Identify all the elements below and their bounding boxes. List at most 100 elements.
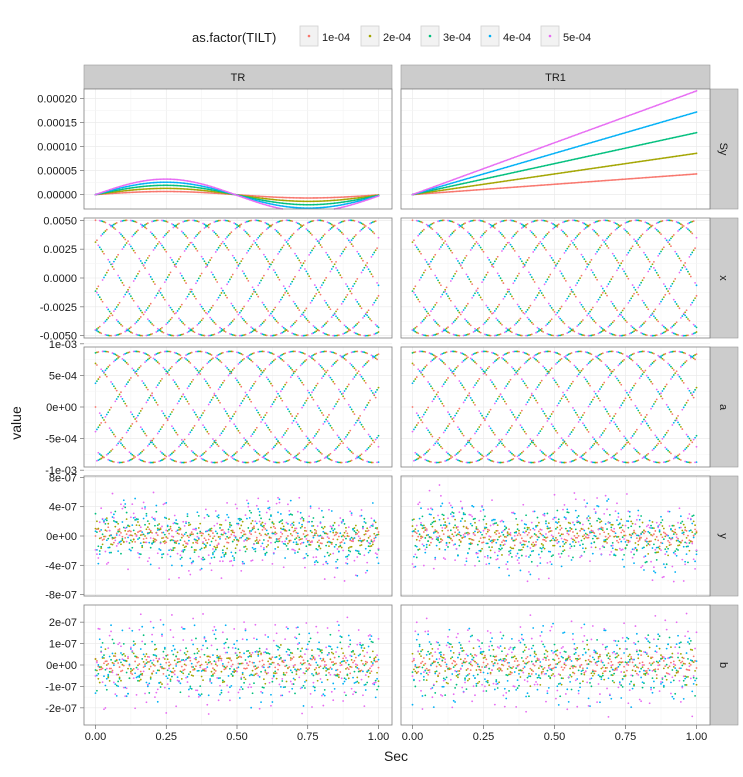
data-point [170,454,172,456]
data-point [524,225,526,227]
data-point [121,235,123,237]
data-point [618,226,620,228]
data-point [679,229,681,231]
data-point [324,421,326,423]
data-point [511,246,513,248]
data-point [141,408,143,410]
data-point [369,399,371,401]
data-point [146,335,148,337]
data-point [349,430,351,432]
data-point [277,232,279,234]
data-point [136,417,138,419]
data-point [119,441,121,443]
data-point [202,318,204,320]
data-point [456,270,458,272]
data-point [188,403,190,405]
data-point [696,326,698,328]
legend-label: 5e-04 [563,32,591,44]
data-point [170,307,172,309]
data-point [518,306,520,308]
data-point [264,222,266,224]
data-point [201,306,203,308]
data-point [376,359,378,361]
data-point [476,329,478,331]
data-point [549,305,551,307]
data-point [305,308,307,310]
data-point [185,444,187,446]
data-point [606,295,608,297]
data-point [143,225,145,227]
data-point [181,304,183,306]
data-point [150,322,152,324]
data-point [376,437,378,439]
data-point [242,400,244,402]
data-point [263,370,265,372]
data-point [195,414,197,416]
data-point [372,276,374,278]
data-point [221,328,223,330]
data-point [639,284,641,286]
data-point [213,393,215,395]
data-point [313,325,315,327]
data-point [172,311,174,313]
data-point [259,248,261,250]
data-point [270,335,272,337]
data-point [147,359,149,361]
data-point [102,417,104,419]
data-point [554,267,556,269]
data-point [355,374,357,376]
data-point [576,325,578,327]
data-point [676,253,678,255]
data-point [199,304,201,306]
data-point [260,234,262,236]
data-point [124,447,126,449]
data-point [422,320,424,322]
data-point [102,370,104,372]
data-point [652,225,654,227]
data-point [175,383,177,385]
data-point [556,263,558,265]
data-point [373,252,375,254]
data-point [642,279,644,281]
data-point [359,255,361,257]
data-point [429,314,431,316]
data-point [315,385,317,387]
data-point [290,413,292,415]
data-point [441,239,443,241]
data-point [174,450,176,452]
data-point [147,318,149,320]
data-point [250,387,252,389]
data-point [113,227,115,229]
data-point [161,327,163,329]
data-point [196,374,198,376]
data-point [422,274,424,276]
data-point [158,329,160,331]
data-point [378,435,380,437]
data-point [298,269,300,271]
data-point [646,229,648,231]
data-point [110,429,112,431]
data-point [271,361,273,363]
data-point [153,357,155,359]
data-point [690,254,692,256]
data-point [599,326,601,328]
data-point [325,419,327,421]
data-point [225,410,227,412]
data-point [164,281,166,283]
data-point [303,312,305,314]
data-point [164,235,166,237]
data-point [100,235,102,237]
data-point [378,387,380,389]
data-point [270,313,272,315]
data-point [569,293,571,295]
data-point [422,334,424,336]
data-point [121,248,123,250]
data-point [300,226,302,228]
data-point [194,453,196,455]
data-point [613,320,615,322]
facet-strip-label: x [717,275,729,281]
data-point [229,333,231,335]
data-point [185,298,187,300]
data-point [252,361,254,363]
data-point [630,248,632,250]
